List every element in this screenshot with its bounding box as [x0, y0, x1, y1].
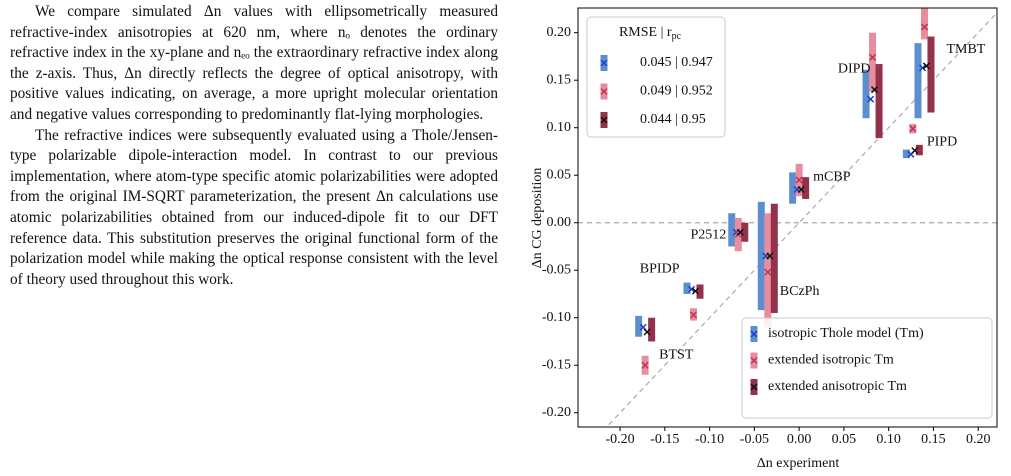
legend-marker: [600, 87, 608, 96]
range-bar: [862, 69, 870, 119]
range-bar: [683, 282, 691, 294]
stats-title: RMSE | rpc: [619, 25, 682, 42]
legend-marker: [600, 59, 608, 67]
legend-label: isotropic Thole model (Tm): [768, 326, 924, 341]
point-marker: [920, 23, 929, 31]
point-marker: [919, 64, 927, 72]
stats-title-sub: pc: [672, 31, 682, 42]
legend-marker: [750, 383, 758, 391]
range-bar: [764, 213, 772, 328]
paragraph: The refractive indices were subsequently…: [10, 126, 498, 288]
plot-area: [578, 8, 997, 427]
legend-box: [586, 16, 726, 138]
y-tick-label: 0.05: [547, 167, 572, 182]
legend-label: extended isotropic Tm: [768, 353, 894, 368]
point-marker: [688, 285, 696, 293]
range-bar: [696, 284, 704, 299]
x-tick-label: -0.10: [695, 432, 724, 447]
y-tick-label: 0.20: [547, 25, 572, 40]
point-label: BCzPh: [780, 284, 820, 299]
point-label: P2512: [690, 227, 726, 242]
y-tick-label: -0.10: [542, 310, 571, 325]
legend-marker: [750, 330, 758, 338]
range-bar: [741, 222, 749, 242]
point-marker: [641, 361, 649, 369]
y-tick-label: -0.20: [542, 405, 571, 420]
legend-label: extended anisotropic Tm: [768, 379, 907, 394]
range-bar: [920, 8, 928, 40]
y-tick-label: 0.15: [547, 72, 572, 87]
point-marker: [691, 287, 699, 295]
x-tick-label: 0.10: [876, 432, 901, 447]
range-bar: [635, 315, 643, 337]
range-bar: [728, 213, 736, 247]
x-tick-label: -0.20: [605, 432, 634, 447]
x-tick-label: 0.00: [787, 432, 812, 447]
point-marker: [795, 176, 803, 184]
x-axis-label: Δn experiment: [757, 456, 840, 471]
point-label: BTST: [659, 347, 694, 362]
plot-frame: [577, 7, 998, 428]
range-bar: [802, 177, 810, 199]
point-label: PIPD: [927, 135, 957, 150]
x-tick-label: 0.15: [921, 432, 946, 447]
paragraph: We compare simulated Δn values with elli…: [10, 3, 498, 123]
y-tick-label: -0.15: [542, 357, 571, 372]
range-bar: [770, 203, 778, 313]
identity-line: [605, 12, 997, 427]
stats-title-main: RMSE | r: [619, 25, 672, 40]
point-label: TMBT: [946, 42, 985, 57]
point-marker: [867, 95, 875, 103]
range-bar: [915, 144, 923, 156]
y-tick-label: -0.05: [542, 262, 571, 277]
point-marker: [643, 328, 651, 336]
point-marker: [766, 252, 774, 260]
legend-marker: [600, 116, 608, 124]
stats-entry: 0.044 | 0.95: [640, 112, 706, 127]
range-bar: [648, 317, 656, 342]
point-marker: [736, 228, 744, 236]
point-marker: [870, 86, 879, 94]
point-marker: [869, 53, 877, 61]
body-text: We compare simulated Δn values with elli…: [10, 2, 498, 290]
stats-entry: 0.045 | 0.947: [640, 55, 713, 70]
point-marker: [922, 62, 930, 70]
point-marker: [909, 125, 917, 133]
legend-marker: [750, 356, 758, 365]
legend: isotropic Thole model (Tm) extended isotr…: [741, 317, 993, 419]
stats-legend: RMSE | rpc 0.045 | 0.947 0.049 | 0.952 0.04…: [586, 16, 726, 138]
legend-box: [741, 317, 993, 419]
point-marker: [797, 185, 805, 194]
stats-entry: 0.049 | 0.952: [640, 84, 713, 99]
range-bar: [875, 64, 883, 139]
point-label: BPIDP: [640, 261, 680, 276]
y-tick-label: 0.10: [547, 120, 572, 135]
x-tick-label: 0.20: [966, 432, 991, 447]
x-tick-label: 0.05: [832, 432, 857, 447]
range-bar: [869, 32, 877, 92]
y-tick-label: 0.00: [547, 215, 572, 230]
x-tick-label: -0.15: [650, 432, 679, 447]
range-bar: [927, 36, 935, 113]
point-marker: [764, 268, 772, 276]
point-label: mCBP: [813, 170, 851, 185]
range-bar: [757, 201, 765, 311]
point-marker: [689, 311, 698, 319]
point-label: DIPD: [838, 61, 871, 76]
range-bar: [789, 172, 797, 204]
y-axis-label: Δn CG deposition: [530, 168, 545, 269]
point-marker: [911, 146, 919, 155]
x-tick-label: -0.05: [740, 432, 769, 447]
range-bar: [914, 43, 922, 119]
range-bar: [902, 149, 910, 159]
